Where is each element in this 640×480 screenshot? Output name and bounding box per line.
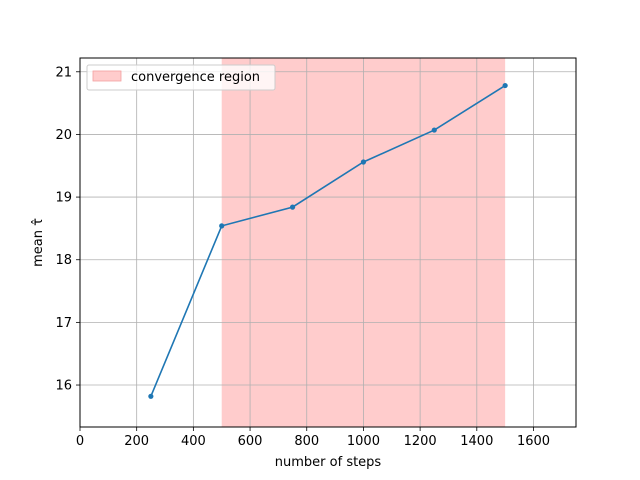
legend-swatch xyxy=(92,70,122,82)
x-axis-label: number of steps xyxy=(275,455,382,470)
y-tick-label: 21 xyxy=(55,65,72,80)
y-axis-label: mean τ̂ xyxy=(31,218,46,267)
grid-layer xyxy=(79,58,576,427)
legend-box xyxy=(86,64,276,91)
data-point xyxy=(219,223,225,229)
data-point xyxy=(431,127,437,133)
legend-label: convergence region xyxy=(131,70,260,85)
y-tick-label: 17 xyxy=(55,316,72,331)
x-axis-ticks: 0 200 400 600 800 1000 1200 1400 1600 xyxy=(76,427,550,449)
plot-frame xyxy=(79,57,577,428)
x-tick-label: 1000 xyxy=(347,434,380,449)
x-tick-label: 600 xyxy=(238,434,263,449)
series-layer xyxy=(148,82,508,399)
x-tick-label: 1400 xyxy=(460,434,493,449)
x-tick-label: 800 xyxy=(294,434,319,449)
y-axis-ticks: 16 17 18 19 20 21 xyxy=(55,65,80,394)
y-tick-label: 18 xyxy=(55,253,72,268)
legend: convergence region xyxy=(86,64,276,91)
data-point xyxy=(289,204,296,210)
x-tick-label: 1600 xyxy=(517,434,550,449)
x-tick-label: 1200 xyxy=(404,434,437,449)
data-point xyxy=(148,393,154,399)
y-tick-label: 16 xyxy=(55,379,72,394)
series-line xyxy=(150,84,506,397)
x-tick-label: 0 xyxy=(76,434,84,449)
x-tick-label: 200 xyxy=(124,434,149,449)
x-tick-label: 400 xyxy=(181,434,206,449)
data-point xyxy=(360,159,367,165)
y-tick-label: 20 xyxy=(55,128,72,143)
y-tick-label: 19 xyxy=(55,191,72,206)
data-point xyxy=(502,82,508,89)
